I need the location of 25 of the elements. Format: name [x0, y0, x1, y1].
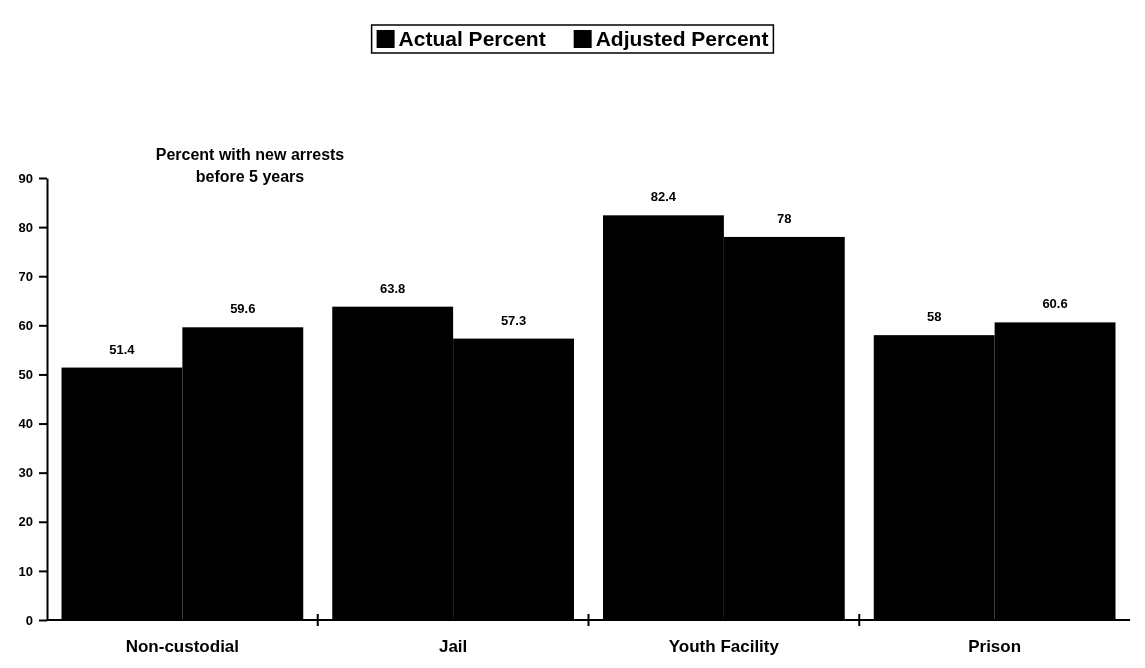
y-tick-label: 40	[18, 416, 33, 432]
data-label: 59.6	[230, 301, 256, 317]
data-label: 51.4	[109, 341, 136, 357]
y-tick-label: 50	[18, 367, 33, 383]
data-label: 60.6	[1042, 296, 1068, 312]
legend-label: Adjusted Percent	[595, 27, 769, 50]
x-tick-label: Non-custodial	[125, 637, 240, 656]
data-label: 82.4	[650, 189, 677, 205]
x-tick-label: Jail	[438, 637, 468, 656]
x-tick-label: Prison	[968, 637, 1022, 656]
y-tick-label: 60	[18, 317, 33, 333]
legend-label: Actual Percent	[398, 27, 546, 50]
data-label: 78	[777, 210, 792, 226]
y-tick-label: 30	[18, 465, 33, 481]
y-tick-label: 10	[18, 563, 33, 579]
data-label: 58	[926, 309, 942, 325]
y-tick-label: 20	[18, 514, 33, 530]
annotation: Percent with new arrests before 5 years	[155, 146, 345, 185]
y-tick-label: 0	[25, 612, 33, 628]
y-tick-label: 80	[18, 219, 33, 235]
data-label: 63.8	[380, 280, 406, 296]
y-tick-label: 70	[18, 268, 33, 284]
x-tick-label: Youth Facility	[668, 637, 780, 656]
y-tick-label: 90	[18, 170, 33, 186]
data-label: 57.3	[500, 312, 527, 328]
